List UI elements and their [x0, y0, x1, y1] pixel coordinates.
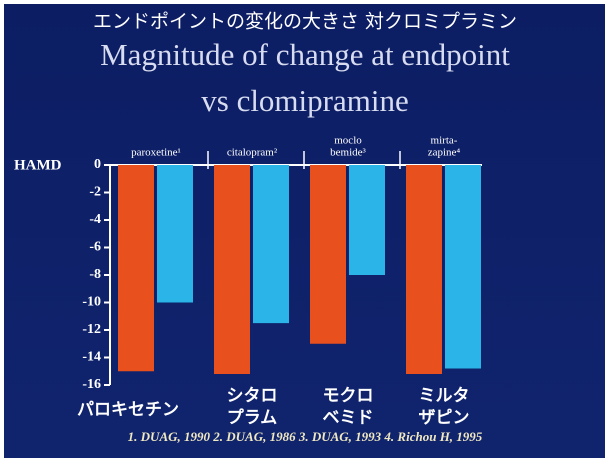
bar — [157, 165, 193, 303]
background — [4, 4, 605, 458]
bar — [253, 165, 289, 324]
bar — [445, 165, 481, 369]
category-label-ja: シタロ — [227, 386, 278, 406]
category-label: bemide³ — [330, 147, 366, 159]
category-label-ja: ザピン — [419, 408, 470, 428]
bar — [406, 165, 442, 374]
category-label: zapine⁴ — [428, 147, 461, 159]
category-label: paroxetine¹ — [131, 147, 181, 159]
y-tick-label: -4 — [89, 212, 101, 227]
y-tick-label: -16 — [82, 377, 101, 392]
category-label-ja: プラム — [227, 407, 278, 428]
footnote: 1. DUAG, 1990 2. DUAG, 1986 3. DUAG, 199… — [128, 429, 483, 444]
bar — [214, 165, 250, 374]
title-ja: エンドポイントの変化の大きさ 対クロミプラミン — [93, 11, 517, 33]
category-label-ja: パロキセチン — [77, 400, 179, 420]
bar — [349, 165, 385, 275]
category-label: moclo — [334, 135, 362, 147]
y-tick-label: -12 — [82, 322, 101, 337]
category-label-ja: モクロ — [323, 386, 374, 406]
y-tick-label: -10 — [82, 295, 101, 310]
bar — [118, 165, 154, 372]
y-tick-label: 0 — [94, 157, 101, 172]
category-label: mirta- — [431, 135, 458, 147]
y-tick-label: -8 — [89, 267, 101, 282]
y-tick-label: -6 — [89, 240, 101, 255]
category-label: citalopram² — [227, 147, 278, 159]
y-tick-label: -2 — [89, 185, 101, 200]
y-tick-label: -14 — [82, 350, 101, 365]
y-axis-label: HAMD — [14, 157, 62, 173]
title-line: Magnitude of change at endpoint — [100, 37, 510, 72]
category-label-ja: ベミド — [323, 408, 374, 428]
bar — [310, 165, 346, 344]
title-line: vs clomipramine — [201, 83, 408, 118]
category-label-ja: ミルタ — [419, 386, 470, 406]
